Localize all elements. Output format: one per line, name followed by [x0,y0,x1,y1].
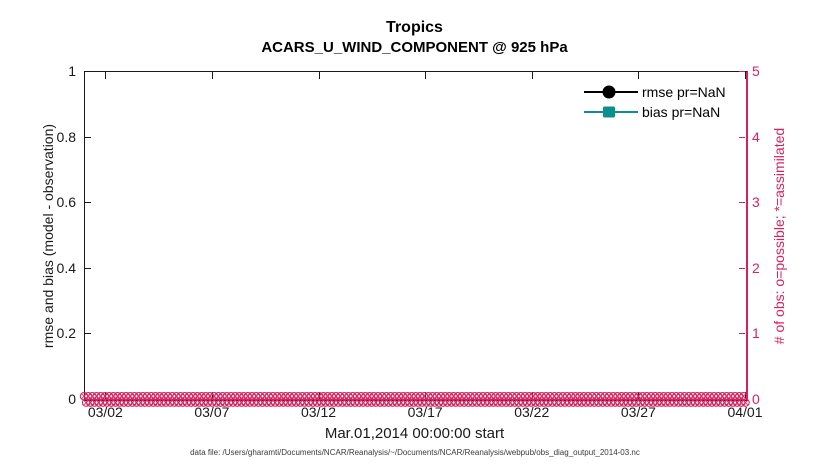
left-ytick-label: 0.4 [56,259,76,276]
right-ytick-label: 3 [752,194,760,211]
legend: rmse pr=NaN bias pr=NaN [583,82,726,122]
left-ytick-label: 0.6 [56,194,76,211]
legend-square-marker-icon [584,106,638,118]
xtick-label: 03/02 [87,404,123,420]
obs-count-marker-band [79,391,750,407]
plot-subtitle: ACARS_U_WIND_COMPONENT @ 925 hPa [261,39,568,56]
xtick-mark-top [745,72,746,79]
legend-item: bias pr=NaN [583,102,726,122]
xtick-mark-top [638,72,640,79]
right-inner-ytick-mark [739,136,745,138]
xtick-label: 03/07 [194,404,230,420]
xtick-mark-top [105,72,107,79]
right-inner-ytick-mark [739,202,745,204]
xtick-mark-top [425,72,427,79]
data-file-note: data file: /Users/gharamti/Documents/NCA… [190,448,640,457]
left-ytick-mark [85,202,91,204]
xtick-label: 03/17 [407,404,443,420]
xtick-mark-top [318,72,320,79]
left-ytick-label: 1 [68,63,76,79]
legend-item-label: bias pr=NaN [642,104,721,120]
right-ytick-label: 2 [752,259,760,276]
right-ytick-label: 4 [752,128,760,145]
left-ytick-mark [85,267,91,269]
plot-area [84,71,748,401]
right-inner-ytick-mark [739,333,745,335]
xtick-mark-bottom [211,392,213,399]
xtick-mark-top [531,72,533,79]
legend-item: rmse pr=NaN [583,82,726,102]
right-ytick-label: 5 [752,63,760,79]
right-inner-ytick-mark [739,267,745,269]
left-ytick-label: 0.8 [56,128,76,145]
xtick-label: 03/22 [514,404,550,420]
right-ytick-label: 1 [752,325,760,342]
left-ytick-label: 0.2 [56,325,76,342]
legend-item-label: rmse pr=NaN [642,84,726,100]
legend-circle-marker-icon [584,85,638,99]
left-ytick-mark [85,333,91,335]
plot-title: Tropics [386,19,443,36]
xtick-label: 03/12 [300,404,337,420]
xtick-mark-bottom [425,392,427,399]
left-ytick-mark [85,136,91,138]
right-inner-ytick-mark [739,71,745,72]
xtick-label: 04/01 [727,404,763,420]
xtick-label: 03/27 [620,404,656,420]
left-ytick-mark [85,71,91,72]
title-block: Tropics ACARS_U_WIND_COMPONENT @ 925 hPa [84,18,745,58]
xtick-mark-bottom [745,392,746,399]
right-ytick-label: 0 [752,391,760,407]
xtick-mark-top [211,72,213,79]
left-ytick-label: 0 [68,391,76,407]
x-axis-label: Mar.01,2014 00:00:00 start [324,425,505,442]
right-y-axis-label: # of obs: o=possible; *=assimilated [771,127,787,345]
